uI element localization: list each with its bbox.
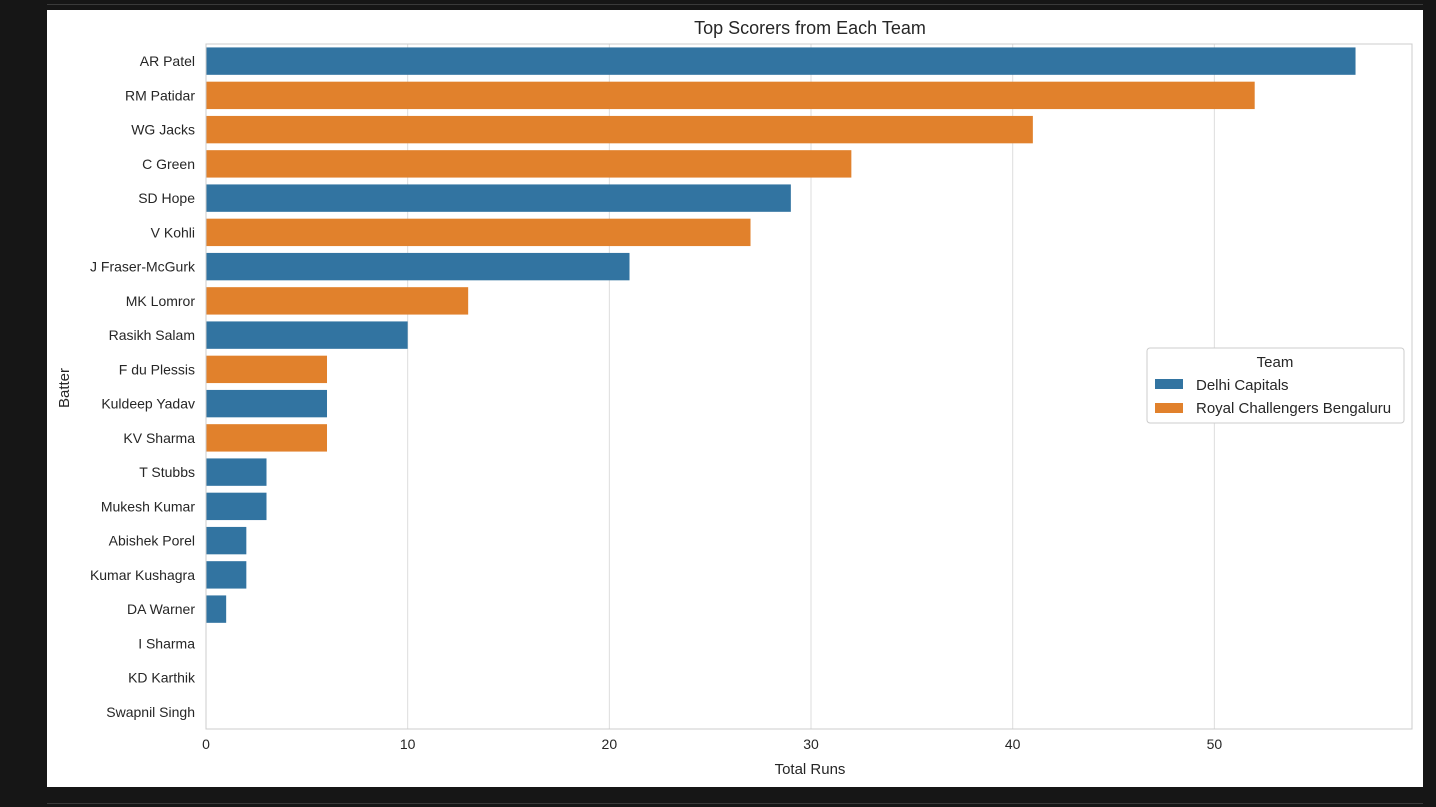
bar-mukesh-kumar [206, 492, 267, 521]
bar-sd-hope [206, 184, 791, 212]
chart-figure: Top Scorers from Each Team Total Runs Ba… [47, 10, 1423, 787]
y-tick-label: T Stubbs [139, 464, 195, 480]
y-tick-label: Rasikh Salam [109, 327, 195, 343]
plot-frame [205, 43, 1413, 730]
y-tick-label: Kumar Kushagra [90, 567, 195, 583]
legend: Team Delhi Capitals Royal Challengers Be… [1146, 347, 1405, 424]
gridlines [205, 44, 1215, 729]
y-tick-label: Mukesh Kumar [101, 498, 195, 514]
bar-c-green [206, 150, 852, 178]
bar-t-stubbs [206, 458, 267, 486]
y-tick-labels: AR Patel RM Patidar WG Jacks C Green SD Hope… [90, 53, 196, 720]
y-tick-label: V Kohli [151, 224, 195, 240]
legend-box [1146, 347, 1405, 424]
y-tick-label: MK Lomror [126, 293, 196, 309]
cell-border-bottom [47, 803, 1423, 807]
bar-kumar-kushagra [206, 561, 247, 589]
x-tick-label: 0 [202, 736, 210, 752]
y-tick-label: J Fraser-McGurk [90, 259, 196, 275]
y-tick-label: Swapnil Singh [106, 704, 195, 720]
x-tick-label: 20 [602, 736, 618, 752]
x-tick-label: 40 [1005, 736, 1021, 752]
y-tick-label: Abishek Porel [109, 533, 195, 549]
x-tick-label: 10 [400, 736, 416, 752]
bar-kv-sharma [206, 424, 328, 452]
y-tick-label: WG Jacks [131, 122, 195, 138]
y-tick-label: KD Karthik [128, 670, 196, 686]
bar-da-warner [206, 595, 227, 623]
legend-label-delhi-capitals: Delhi Capitals [1196, 377, 1289, 394]
bar-f-du-plessis [206, 355, 328, 384]
bar-rm-patidar [206, 81, 1255, 110]
legend-title: Team [1257, 354, 1294, 371]
y-tick-label: C Green [142, 156, 195, 172]
y-tick-label: Kuldeep Yadav [101, 396, 195, 412]
y-tick-label: KV Sharma [123, 430, 195, 446]
x-tick-labels: 0 10 20 30 40 50 [202, 736, 1222, 752]
legend-swatch-delhi-capitals [1155, 379, 1183, 389]
bar-v-kohli [206, 218, 751, 247]
y-axis-label: Batter [56, 368, 73, 408]
y-tick-label: SD Hope [138, 190, 195, 206]
bar-abishek-porel [206, 526, 247, 555]
bar-j-fraser-mcgurk [206, 252, 630, 281]
y-tick-label: I Sharma [138, 635, 195, 651]
y-tick-label: AR Patel [140, 53, 195, 69]
x-tick-label: 30 [803, 736, 819, 752]
x-axis-label: Total Runs [775, 761, 846, 778]
bar-rasikh-salam [206, 321, 408, 349]
bar-ar-patel [206, 47, 1356, 75]
bar-wg-jacks [206, 115, 1033, 144]
legend-swatch-royal-challengers-bengaluru [1155, 403, 1183, 413]
y-tick-label: F du Plessis [119, 361, 195, 377]
chart-title: Top Scorers from Each Team [694, 18, 926, 38]
bar-kuldeep-yadav [206, 389, 328, 418]
y-tick-label: DA Warner [127, 601, 195, 617]
y-tick-label: RM Patidar [125, 87, 195, 103]
cell-border-top [47, 0, 1423, 5]
bar-mk-lomror [206, 287, 469, 315]
legend-label-royal-challengers-bengaluru: Royal Challengers Bengaluru [1196, 400, 1391, 417]
bar-chart: Top Scorers from Each Team Total Runs Ba… [56, 18, 1413, 778]
bars [206, 47, 1356, 623]
x-tick-label: 50 [1207, 736, 1223, 752]
